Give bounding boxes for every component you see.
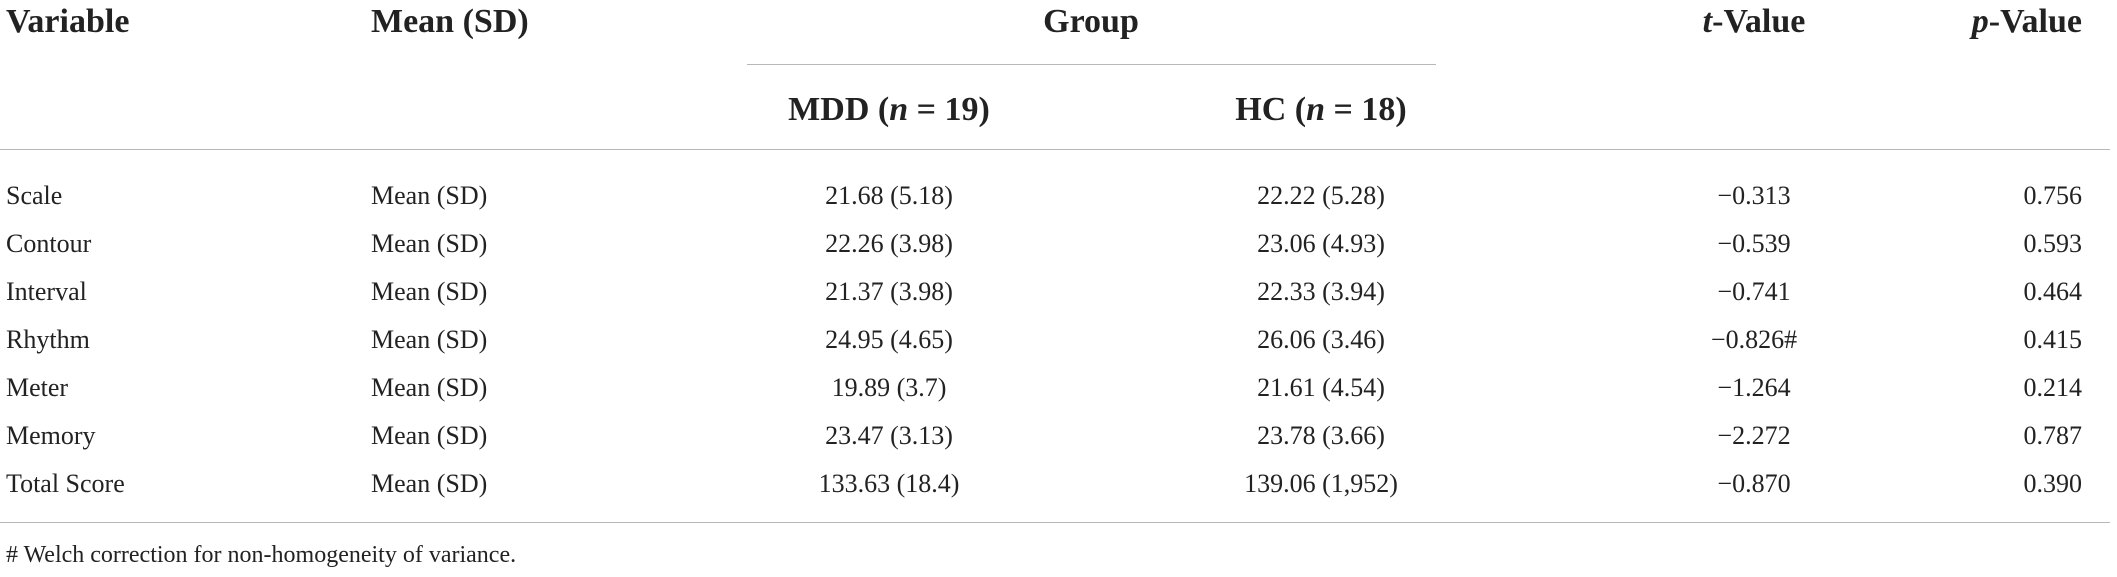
header-hc-n: n [1306,91,1326,128]
cell-variable: Meter [6,373,69,402]
cell-variable: Contour [6,229,92,258]
cell-p: 0.415 [2023,325,2083,354]
header-mean-sd: Mean (SD) [371,3,529,40]
cell-p: 0.756 [2023,181,2083,210]
header-mdd-prefix: MDD ( [788,91,890,128]
table-bottom-rule [0,522,2110,523]
cell-stat: Mean (SD) [371,373,488,402]
cell-variable: Total Score [6,469,125,498]
cell-stat: Mean (SD) [371,181,488,210]
cell-mdd: 133.63 (18.4) [818,469,960,498]
cell-t: −2.272 [1717,421,1791,450]
cell-p: 0.593 [2023,229,2083,258]
cell-hc: 23.06 (4.93) [1257,229,1385,258]
table-footnote: # Welch correction for non-homogeneity o… [6,542,517,568]
header-t-suffix: -Value [1712,3,1806,40]
cell-hc: 21.61 (4.54) [1257,373,1385,402]
cell-variable: Memory [6,421,96,450]
group-spanner-rule [747,64,1436,65]
cell-stat: Mean (SD) [371,325,488,354]
cell-mdd: 24.95 (4.65) [825,325,953,354]
cell-p: 0.787 [2023,421,2083,450]
cell-t: −0.741 [1717,277,1791,306]
cell-stat: Mean (SD) [371,421,488,450]
header-variable: Variable [6,3,130,40]
cell-stat: Mean (SD) [371,277,488,306]
header-p-italic: p [1971,3,1989,40]
header-mdd-suffix: = 19) [908,91,990,128]
header-rule [0,149,2110,150]
header-t-value: t-Value [1703,2,1806,42]
header-hc-suffix: = 18) [1325,91,1407,128]
cell-mdd: 19.89 (3.7) [831,373,947,402]
header-p-value: p-Value [1972,2,2082,42]
cell-stat: Mean (SD) [371,469,488,498]
header-p-suffix: -Value [1988,3,2082,40]
cell-hc: 139.06 (1,952) [1244,469,1398,498]
header-mdd-n: n [889,91,909,128]
cell-variable: Rhythm [6,325,90,354]
cell-mdd: 22.26 (3.98) [825,229,953,258]
cell-hc: 22.33 (3.94) [1257,277,1385,306]
header-t-italic: t [1702,3,1713,40]
cell-p: 0.464 [2023,277,2083,306]
cell-hc: 22.22 (5.28) [1257,181,1385,210]
cell-t: −1.264 [1717,373,1791,402]
header-mdd: MDD (n = 19) [788,90,990,130]
cell-p: 0.390 [2023,469,2083,498]
cell-mdd: 21.68 (5.18) [825,181,953,210]
cell-mdd: 23.47 (3.13) [825,421,953,450]
cell-variable: Interval [6,277,87,306]
cell-t: −0.313 [1717,181,1791,210]
header-group: Group [1043,3,1139,40]
header-hc-prefix: HC ( [1235,91,1307,128]
header-hc: HC (n = 18) [1235,90,1406,130]
cell-hc: 26.06 (3.46) [1257,325,1385,354]
cell-variable: Scale [6,181,63,210]
cell-hc: 23.78 (3.66) [1257,421,1385,450]
cell-t: −0.826# [1710,325,1798,354]
cell-p: 0.214 [2023,373,2083,402]
cell-t: −0.870 [1717,469,1791,498]
cell-t: −0.539 [1717,229,1791,258]
cell-stat: Mean (SD) [371,229,488,258]
cell-mdd: 21.37 (3.98) [825,277,953,306]
